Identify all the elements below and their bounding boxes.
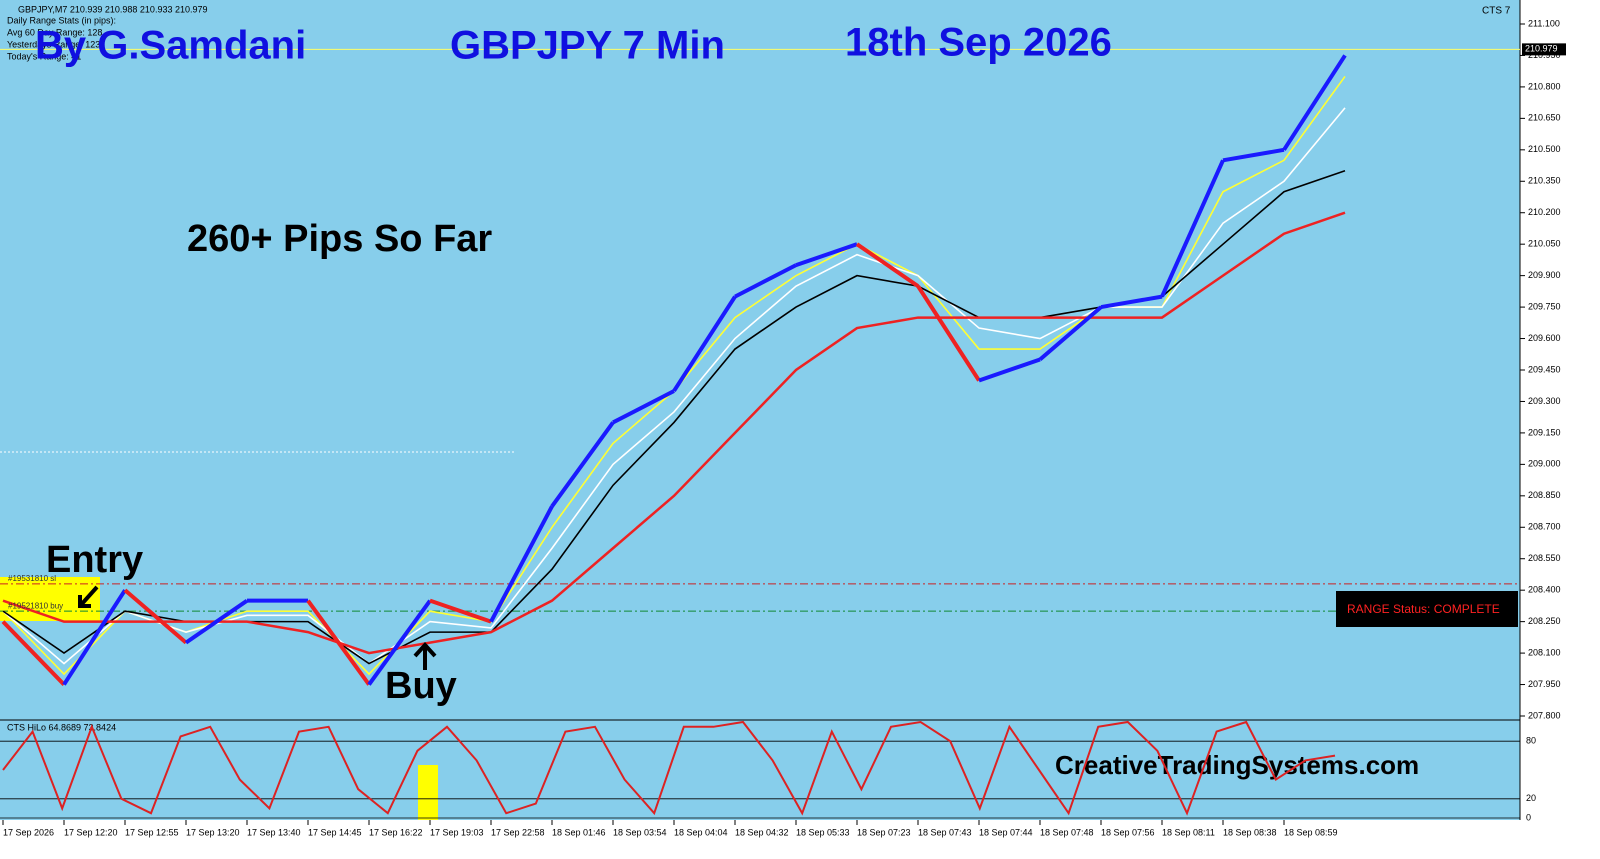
x-tick-label: 18 Sep 04:04: [674, 827, 728, 837]
y-tick-label: 209.600: [1528, 333, 1561, 343]
price-segment: [1100, 294, 1163, 310]
price-segment: [123, 588, 188, 645]
x-tick-label: 18 Sep 07:48: [1040, 827, 1094, 837]
trade-label: #19521810 buy: [8, 601, 63, 610]
status: RANGE Status: COMPLETE: [1347, 602, 1500, 616]
header: GBPJPY,M7 210.939 210.988 210.933 210.97…: [18, 4, 208, 14]
indicator-line: [2, 720, 1336, 816]
price-segment: [1, 620, 66, 686]
price-segment: [306, 599, 371, 686]
chart-title: GBPJPY 7 Min: [450, 24, 725, 68]
indicator-title: CTS HiLo 64.8689 73.8424: [7, 722, 116, 732]
price-segment: [978, 357, 1041, 383]
buy-label: Buy: [385, 665, 457, 707]
y-tick-label: 209.150: [1528, 427, 1561, 437]
y-tick-label: 210.800: [1528, 81, 1561, 91]
x-tick-label: 17 Sep 14:45: [308, 827, 362, 837]
price-segment: [1222, 147, 1285, 163]
stats-line: Daily Range Stats (in pips):: [7, 15, 116, 25]
x-tick-label: 17 Sep 19:03: [430, 827, 484, 837]
price-segment: [1160, 159, 1225, 298]
x-tick-label: 17 Sep 12:20: [64, 827, 118, 837]
current-price-box: [1522, 43, 1566, 56]
x-tick-label: 18 Sep 05:33: [796, 827, 850, 837]
stats-line: Today's Range: 41: [7, 51, 81, 61]
x-tick-label: 17 Sep 13:40: [247, 827, 301, 837]
x-tick-label: 18 Sep 07:23: [857, 827, 911, 837]
date-title: 18th Sep 2026: [845, 21, 1112, 65]
x-tick-label: 18 Sep 01:46: [552, 827, 606, 837]
x-tick-label: 17 Sep 12:55: [125, 827, 179, 837]
current-price-label: 210.979: [1525, 44, 1558, 54]
x-tick-label: 18 Sep 08:11: [1162, 827, 1215, 837]
price-segment: [734, 263, 797, 299]
author-title: By G.Samdani: [35, 24, 306, 68]
entry-label: Entry: [46, 539, 143, 581]
y-tick-label: 208.100: [1528, 647, 1561, 657]
y-tick-label: 210.650: [1528, 113, 1561, 123]
watermark: CreativeTradingSystems.com: [1055, 750, 1419, 780]
trade-label: #19531810 sl: [8, 574, 56, 583]
status-box: [1336, 591, 1518, 627]
x-tick-label: 18 Sep 04:32: [735, 827, 789, 837]
buy-arrow: [413, 642, 437, 670]
y-tick-label: 207.950: [1528, 679, 1561, 689]
y-tick-label: 208.400: [1528, 585, 1561, 595]
x-tick-label: 18 Sep 08:38: [1223, 827, 1277, 837]
y-tick-label: 208.550: [1528, 553, 1561, 563]
indicator-highlight: [418, 765, 438, 820]
entry-arrow: [78, 585, 99, 608]
y-tick-label: 209.750: [1528, 301, 1561, 311]
stats-line: Avg 60 Day Range: 128: [7, 27, 102, 37]
indicator-tick-label: 20: [1526, 793, 1536, 803]
indicator-tick-label: 80: [1526, 736, 1536, 746]
price-segment: [672, 295, 737, 393]
stats-line: Yesterdays Range: 123: [7, 39, 100, 49]
time-axis-panel: [0, 820, 1600, 859]
y-tick-label: 210.500: [1528, 144, 1561, 154]
price-segment: [367, 599, 432, 686]
y-tick-label: 209.300: [1528, 396, 1561, 406]
x-tick-label: 18 Sep 07:43: [918, 827, 972, 837]
corner-label: CTS 7: [1482, 6, 1511, 17]
y-tick-label: 208.250: [1528, 616, 1561, 626]
y-tick-label: 208.700: [1528, 522, 1561, 532]
x-tick-label: 18 Sep 07:44: [979, 827, 1033, 837]
price-segment: [184, 599, 249, 645]
y-tick-label: 209.900: [1528, 270, 1561, 280]
x-tick-label: 17 Sep 13:20: [186, 827, 240, 837]
x-tick-label: 17 Sep 16:22: [369, 827, 423, 837]
x-tick-label: 18 Sep 07:56: [1101, 827, 1155, 837]
price-segment: [916, 285, 981, 382]
y-tick-label: 210.350: [1528, 176, 1561, 186]
x-tick-label: 18 Sep 03:54: [613, 827, 667, 837]
y-tick-label: 211.100: [1528, 18, 1560, 28]
x-tick-label: 18 Sep 08:59: [1284, 827, 1338, 837]
price-segment: [429, 598, 492, 624]
x-tick-label: 17 Sep 22:58: [491, 827, 545, 837]
price-segment: [1282, 54, 1347, 151]
price-segment: [550, 421, 615, 508]
price-segment: [855, 242, 920, 288]
y-tick-label: 208.850: [1528, 490, 1561, 500]
price-segment: [62, 589, 127, 686]
moving-average: [2, 211, 1346, 655]
axis-panel: [1520, 0, 1600, 859]
y-tick-label: 207.800: [1528, 710, 1561, 720]
price-segment: [612, 389, 675, 425]
y-tick-label: 209.000: [1528, 459, 1561, 469]
indicator-tick-label: 0: [1526, 812, 1531, 822]
y-tick-label: 210.200: [1528, 207, 1561, 217]
price-segment: [795, 242, 858, 268]
price-segment: [1038, 305, 1103, 362]
x-tick-label: 17 Sep 2026: [3, 827, 54, 837]
price-segment: [489, 505, 554, 623]
annotation: 260+ Pips So Far: [187, 218, 492, 260]
y-tick-label: 210.050: [1528, 239, 1561, 249]
y-tick-label: 209.450: [1528, 364, 1561, 374]
